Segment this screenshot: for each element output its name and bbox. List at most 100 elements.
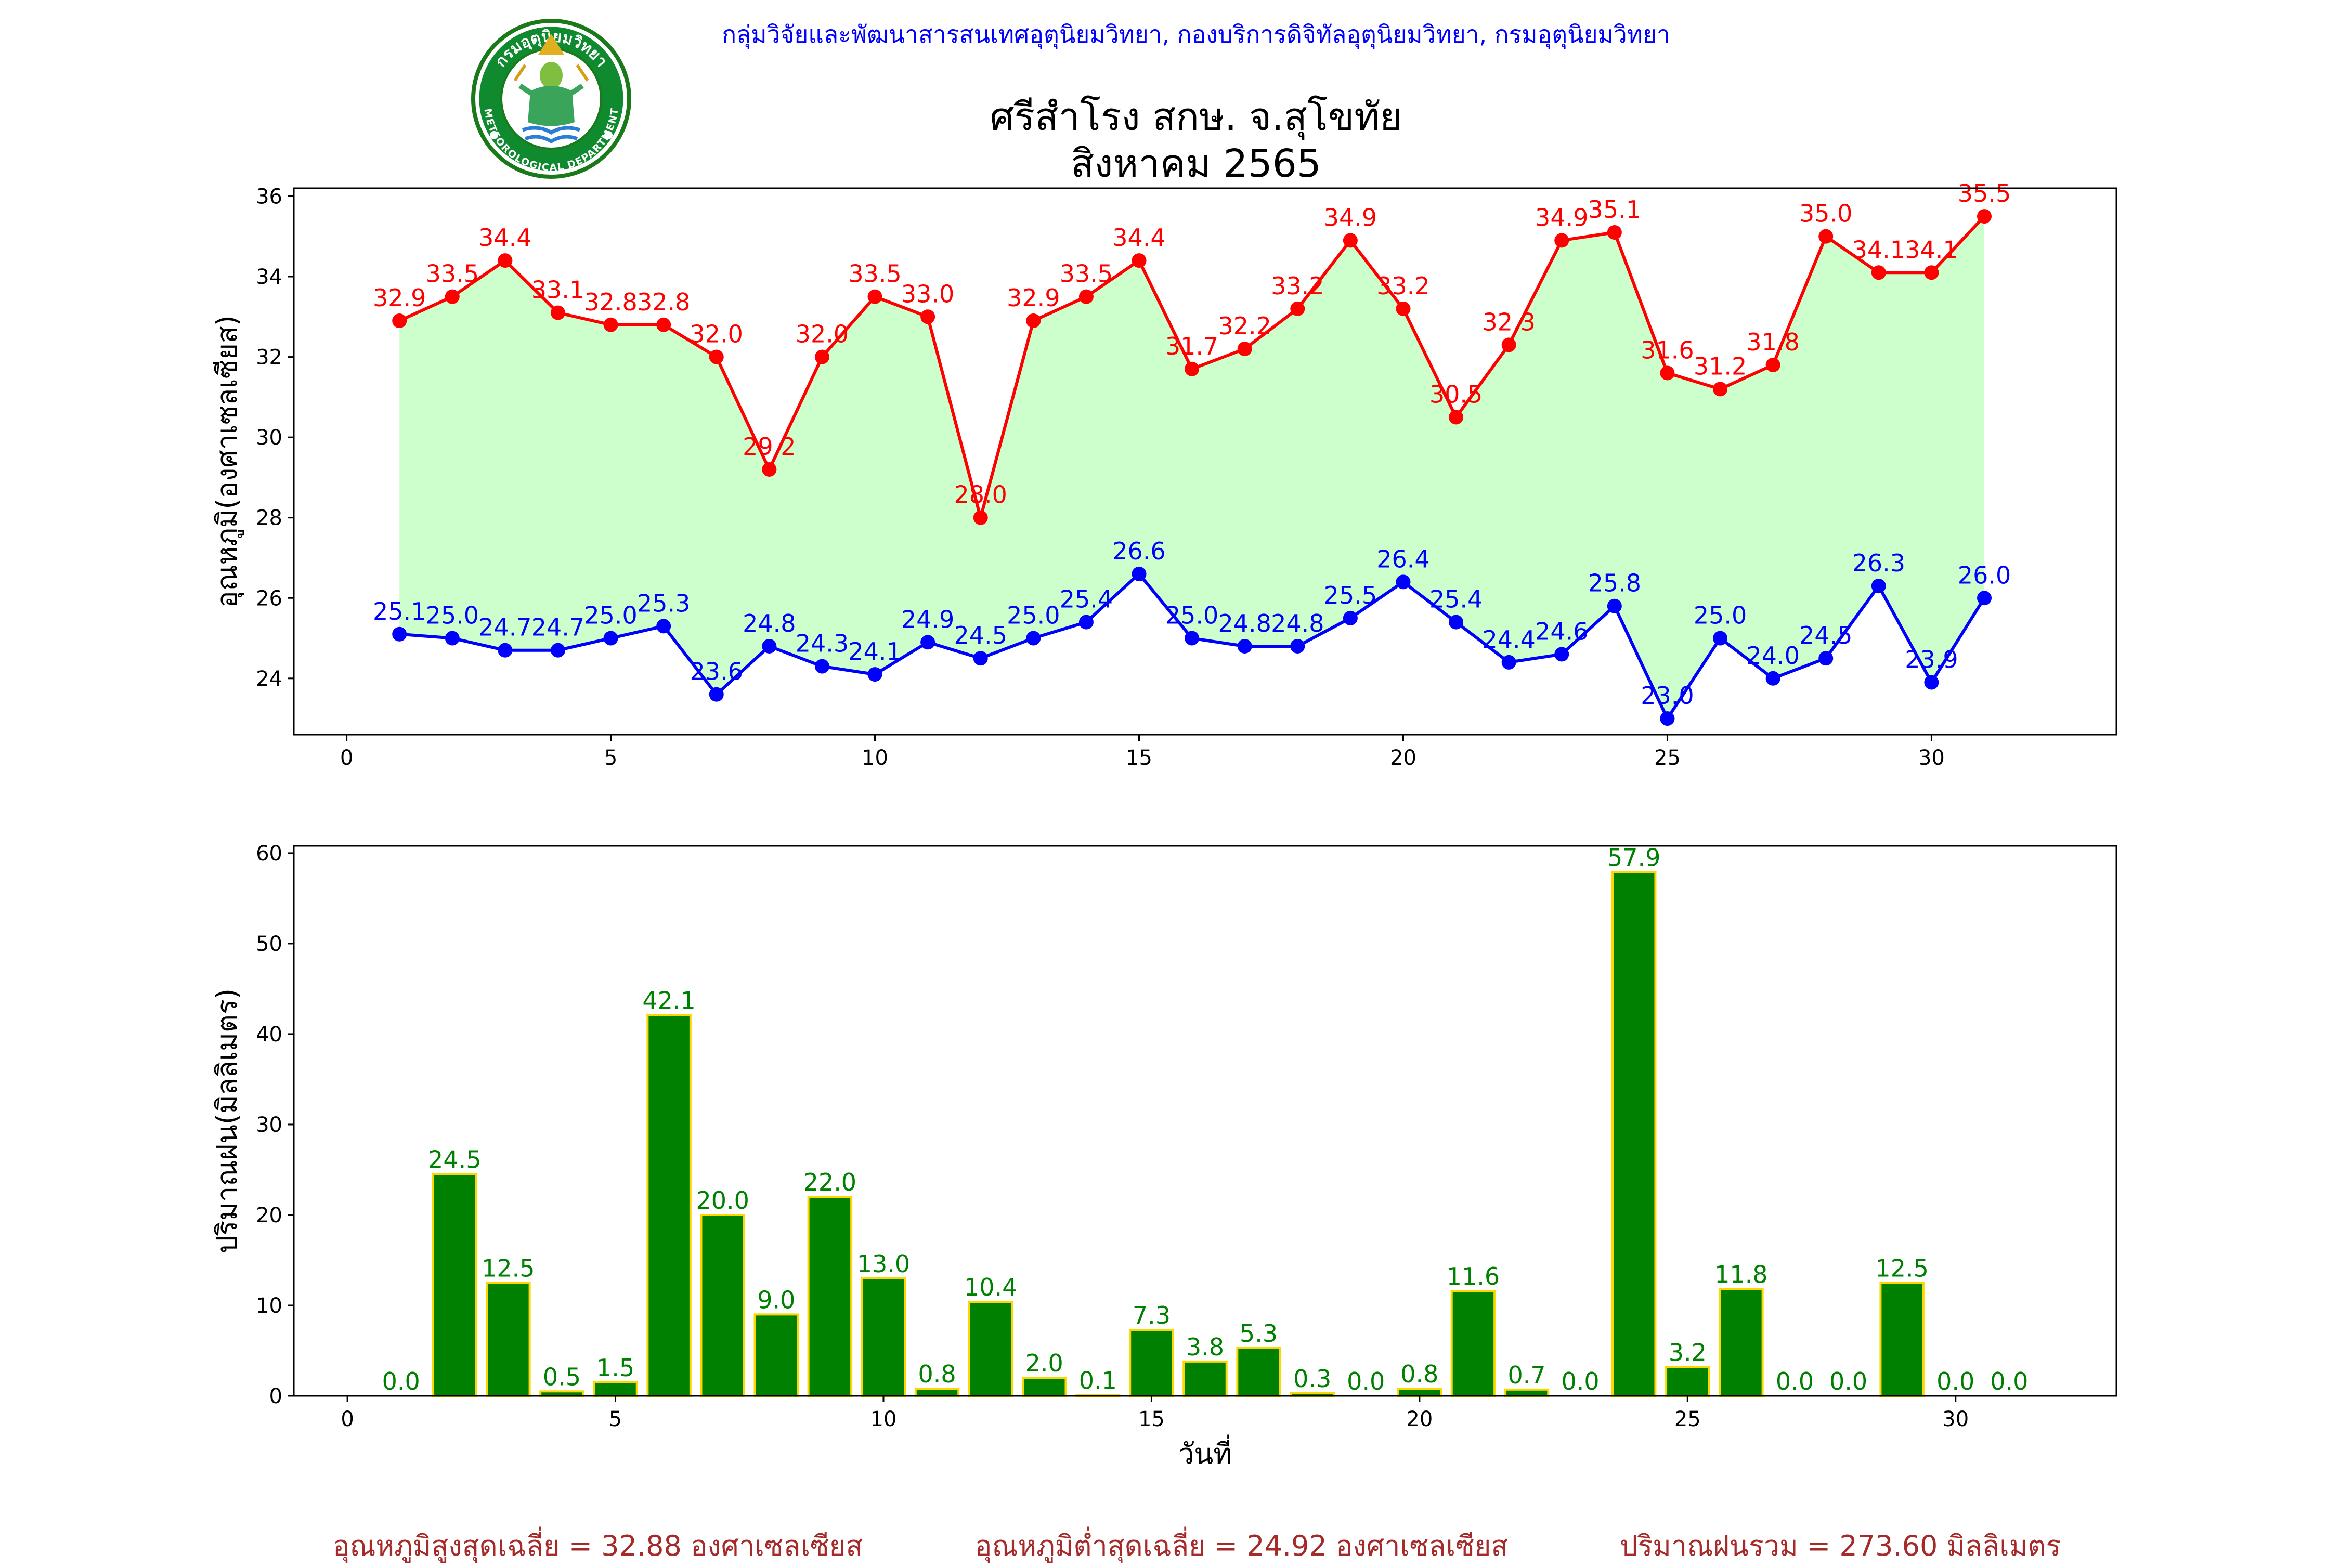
rain-bar [1504,1388,1550,1397]
tmin-value-label: 24.8 [743,609,796,637]
tmin-point [1713,631,1728,646]
rain-value-label: 13.0 [857,1250,910,1278]
rain-x-ticks: 0 5 10 15 20 25 30 [341,1396,1969,1431]
tmax-value-label: 33.5 [1060,260,1113,288]
temperature-x-tick-label: 10 [862,746,888,770]
rain-y-tick-label: 40 [256,1023,282,1047]
tmax-point [1765,358,1780,373]
tmin-value-label: 24.8 [1271,609,1324,637]
tmax-point [1660,365,1675,381]
rain-x-tick-label: 0 [341,1407,354,1431]
temperature-y-axis-label: อุณหภูมิ(องศาเซลเซียส) [211,315,244,608]
tmin-point [1977,591,1992,606]
temperature-y-ticks: 24 26 28 30 32 34 36 [256,185,294,691]
rain-value-label: 0.0 [382,1367,420,1395]
tmax-point [656,317,671,332]
rain-value-label: 7.3 [1133,1301,1171,1329]
temperature-x-tick-label: 5 [604,746,617,770]
rain-value-label: 0.5 [543,1363,581,1391]
tmin-point [814,659,829,674]
rain-bar [1182,1360,1228,1397]
meteorological-department-logo: กรมอุตุนิยมวิทยา METEOROLOGICAL DEPARTME… [471,19,631,179]
tmax-value-label: 34.1 [1852,236,1905,264]
temperature-x-tick-label: 30 [1918,746,1945,770]
tmax-value-label: 33.5 [426,260,479,288]
tmin-value-label: 24.9 [901,605,954,633]
tmax-value-label: 33.2 [1376,272,1429,300]
rain-value-label: 11.8 [1714,1261,1767,1289]
rain-value-label: 3.2 [1669,1338,1707,1366]
tmin-value-label: 24.3 [796,630,849,658]
min-temp-labels: 25.1 25.0 24.7 24.7 25.0 25.323.624.824.3 24.1… [373,537,2011,710]
tmax-value-label: 32.0 [796,320,849,348]
tmax-value-label: 32.9 [1007,284,1060,312]
tmin-value-label: 26.6 [1112,537,1165,565]
min-temp-average: อุณหภูมิต่ำสุดเฉลี่ย = 24.92 องศาเซลเซีย… [975,1530,1509,1562]
rain-bar [1236,1347,1281,1397]
tmin-value-label: 24.4 [1482,625,1535,654]
tmax-value-label: 34.4 [478,224,531,252]
tmax-point [1185,361,1200,376]
rain-bar [807,1196,853,1397]
rain-bar [1719,1288,1764,1397]
tmin-value-label: 24.7 [531,613,584,642]
rain-total: ปริมาณฝนรวม = 273.60 มิลลิเมตร [1620,1530,2061,1562]
tmin-point [1078,615,1094,630]
tmax-point [1078,289,1094,304]
rain-bar [1397,1388,1442,1397]
tmin-value-label: 25.3 [637,589,690,617]
rain-bar [593,1381,638,1397]
rain-value-label: 0.3 [1293,1365,1331,1393]
rain-y-tick-label: 20 [256,1204,282,1227]
rain-value-label: 0.0 [1936,1367,1974,1395]
rain-value-label: 10.4 [964,1273,1017,1301]
tmax-value-label: 33.0 [901,280,954,308]
tmax-point [1237,342,1252,357]
tmax-point [762,462,777,477]
tmin-point [1501,655,1516,670]
tmax-point [1818,229,1834,244]
tmin-point [867,667,882,682]
month-title: สิงหาคม 2565 [1071,141,1321,186]
tmin-point [1290,638,1305,654]
tmin-point [1343,610,1358,625]
tmin-point [603,631,618,646]
tmin-point [1449,615,1464,630]
rain-value-label: 42.1 [642,986,695,1014]
rain-value-label: 0.0 [1990,1367,2028,1395]
rain-bar [700,1213,745,1397]
tmax-value-label: 32.2 [1218,312,1271,340]
tmax-value-label: 35.0 [1799,200,1852,228]
tmin-value-label: 24.6 [1535,617,1588,645]
rain-x-tick-label: 20 [1406,1407,1433,1431]
rain-plot-frame [293,845,2117,1397]
tmax-point [1290,301,1305,316]
rain-value-label: 0.0 [1562,1367,1600,1395]
rain-x-tick-label: 5 [609,1407,622,1431]
temperature-chart: 32.933.534.433.1 32.8 32.832.029.232.033.5… [211,179,2117,770]
credit-line: กลุ่มวิจัยและพัฒนาสารสนเทศอุตุนิยมวิทยา,… [722,20,1670,48]
rain-value-label: 0.8 [1400,1360,1438,1388]
tmin-value-label: 24.7 [478,613,531,642]
rain-value-label: 24.5 [428,1146,481,1174]
tmin-point [445,631,460,646]
rain-y-axis-label: ปริมาณฝน(มิลลิเมตร) [211,988,243,1253]
rain-bar [753,1313,799,1397]
tmin-value-label: 24.5 [1799,621,1852,649]
rain-value-label: 9.0 [757,1286,795,1314]
tmin-value-label: 26.3 [1852,549,1905,577]
rain-y-tick-label: 30 [256,1113,282,1137]
tmin-value-label: 24.1 [848,637,901,665]
rain-bar [861,1277,906,1397]
tmax-point [709,349,724,364]
rain-y-tick-label: 10 [256,1294,282,1318]
tmin-point [1765,671,1780,686]
rain-value-label: 0.1 [1079,1366,1117,1394]
rain-value-label: 5.3 [1240,1319,1278,1348]
temperature-y-tick-label: 34 [256,265,282,289]
tmin-value-label: 23.9 [1905,646,1958,674]
rain-bar [968,1301,1013,1397]
tmax-point [1449,410,1464,425]
tmin-value-label: 23.0 [1641,682,1694,710]
tmax-point [1501,337,1516,352]
